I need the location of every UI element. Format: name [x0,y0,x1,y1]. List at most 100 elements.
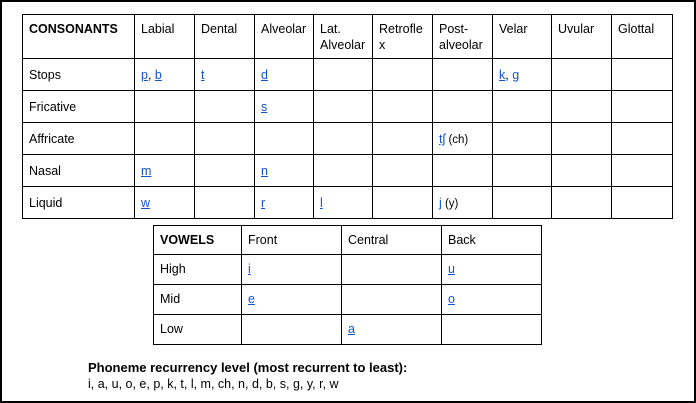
table-cell [372,90,433,123]
header-cell: Retrofle x [372,14,433,59]
phoneme-link[interactable]: m [141,164,152,178]
table-cell: tʃ (ch) [432,122,493,155]
table-row: Stops p, b t d k, g [22,58,673,91]
table-cell [441,314,542,345]
table-cell [492,90,552,123]
row-label-text: Nasal [29,164,61,178]
table-cell [492,154,552,187]
row-label-text: Mid [160,292,181,306]
row-label: Stops [22,58,135,91]
header-cell: Labial [134,14,195,59]
header-cell: Central [341,225,442,255]
consonants-table: CONSONANTS Labial Dental Alveolar Lat. Alveol… [22,14,673,219]
table-cell [551,122,612,155]
table-cell [492,122,552,155]
table-cell [611,58,673,91]
phoneme-link[interactable]: r [261,196,266,210]
table-cell: m [134,154,195,187]
header-label: Labial [141,22,175,36]
table-cell: e [241,284,342,315]
phoneme-link[interactable]: o [448,292,455,306]
table-cell [372,186,433,219]
table-cell [341,284,442,315]
header-label: Dental [201,22,238,36]
table-cell [551,58,612,91]
table-cell [372,154,433,187]
header-row: VOWELS Front Central Back [153,225,542,255]
header-label: Post- [439,22,469,36]
table-cell [313,122,373,155]
table-cell [551,186,612,219]
table-row: Fricative s [22,90,673,123]
row-label: Mid [153,284,242,315]
header-label: Uvular [558,22,595,36]
phoneme-link[interactable]: w [141,196,151,210]
table-cell: r [254,186,314,219]
table-row: High i u [153,254,542,285]
table-cell: p, b [134,58,195,91]
table-cell: t [194,58,255,91]
header-cell: Front [241,225,342,255]
header-cell: Post-alveolar [432,14,493,59]
table-cell: d [254,58,314,91]
row-label-text: Fricative [29,100,77,114]
phoneme-link[interactable]: j [439,196,442,210]
table-cell [551,90,612,123]
table-cell [134,122,195,155]
phoneme-link[interactable]: tʃ [439,132,446,146]
phoneme-link[interactable]: s [261,100,268,114]
phoneme-note: (y) [441,198,459,210]
table-cell [432,58,493,91]
phoneme-link[interactable]: g [512,68,520,82]
table-row: Nasal m n [22,154,673,187]
phoneme-link[interactable]: t [201,68,205,82]
header-cell: Alveolar [254,14,314,59]
table-cell [551,154,612,187]
table-cell [372,122,433,155]
header-label: CONSONANTS [29,22,118,36]
table-cell [432,90,493,123]
header-cell: Dental [194,14,255,59]
header-label: VOWELS [160,233,215,247]
table-cell [313,154,373,187]
table-cell [611,186,673,219]
header-row: CONSONANTS Labial Dental Alveolar Lat. Alveol… [22,14,673,59]
phoneme-link[interactable]: n [261,164,268,178]
phoneme-link[interactable]: b [154,68,162,82]
phoneme-link[interactable]: a [348,322,355,336]
phoneme-link[interactable]: i [248,262,251,276]
header-label: Back [448,233,476,247]
header-label: Lat. [320,22,341,36]
table-cell [194,154,255,187]
table-cell: s [254,90,314,123]
table-cell [254,122,314,155]
table-cell [611,154,673,187]
table-cell [313,90,373,123]
row-label-text: High [160,262,186,276]
table-cell: i [241,254,342,285]
table-cell [611,122,673,155]
table-cell [241,314,342,345]
phoneme-link[interactable]: u [448,262,455,276]
table-row: Mid e o [153,284,542,315]
table-cell: l [313,186,373,219]
phoneme-link[interactable]: d [261,68,268,82]
phoneme-link[interactable]: k [499,68,506,82]
table-cell: a [341,314,442,345]
header-cell: Glottal [611,14,673,59]
table-cell [134,90,195,123]
table-cell [313,58,373,91]
header-label: x [379,38,386,52]
header-label: Alveolar [320,38,366,52]
phoneme-link[interactable]: e [248,292,255,306]
header-label: alveolar [439,38,483,52]
table-cell [492,186,552,219]
header-cell: Lat. Alveolar [313,14,373,59]
phoneme-link[interactable]: l [320,196,323,210]
header-label: Glottal [618,22,655,36]
phoneme-link[interactable]: p [141,68,148,82]
row-label-text: Affricate [29,132,75,146]
vowels-table: VOWELS Front Central Back High i u Mid e o Low a [153,225,542,345]
recurrency-heading: Phoneme recurrency level (most recurrent… [88,360,408,375]
table-cell: u [441,254,542,285]
